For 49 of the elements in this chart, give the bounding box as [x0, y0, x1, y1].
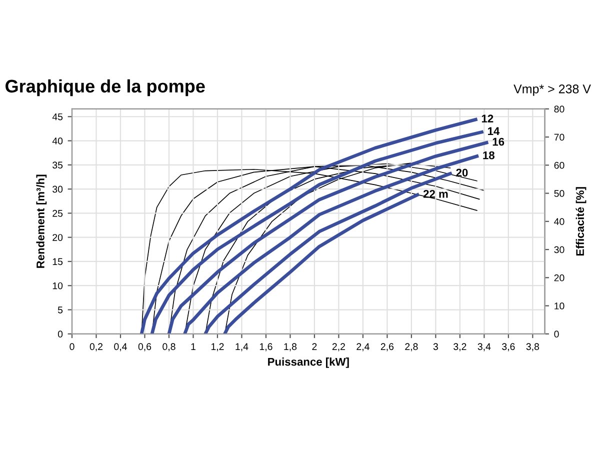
y2-tick-label: 60 — [554, 162, 564, 169]
y-tick-label: 25 — [52, 210, 63, 217]
x-tick-label: 2 — [312, 343, 317, 350]
y2-tick-label: 40 — [554, 218, 564, 226]
y-tick-label: 10 — [52, 282, 63, 290]
series-label: 18 — [483, 151, 494, 160]
y2-tick-label: 10 — [554, 302, 564, 310]
y2-tick-label: 30 — [554, 246, 564, 254]
text: Vmp* > 238 V — [514, 84, 591, 96]
x-tick-label: 3,2 — [454, 343, 466, 352]
x-tick-label: 2,6 — [380, 343, 394, 352]
x-axis-title: Puissance [kW] — [268, 358, 349, 368]
x-tick-label: 1,2 — [211, 343, 224, 352]
series-label: 20 — [456, 168, 468, 177]
series-label: 16 — [492, 138, 504, 146]
x-tick-label: 1 — [191, 343, 196, 350]
series-label: 14 — [488, 127, 500, 135]
x-tick-label: 0,8 — [162, 343, 176, 352]
y-axis-title: Rendement [m³/h] — [36, 174, 47, 268]
chart-title: Graphique de la pompe — [6, 79, 205, 96]
y-tick-label: 20 — [52, 234, 63, 241]
x-tick-label: 0,6 — [138, 343, 152, 352]
y2-axis-title: Efficacité [%] — [576, 187, 586, 256]
y-tick-label: 5 — [58, 306, 63, 314]
x-tick-label: 1,4 — [236, 343, 248, 352]
y2-tick-label: 80 — [554, 106, 564, 113]
x-tick-label: 1,6 — [260, 343, 272, 352]
y2-tick-label: 0 — [554, 330, 559, 338]
x-tick-label: 3,4 — [478, 343, 491, 352]
y2-tick-label: 50 — [554, 190, 564, 197]
y-tick-label: 35 — [52, 162, 63, 169]
y-tick-label: 40 — [52, 138, 63, 144]
x-tick-label: 0,2 — [90, 343, 103, 352]
y-tick-label: 15 — [52, 258, 63, 266]
series-label: 12 — [482, 114, 494, 122]
x-tick-label: 0,4 — [114, 343, 127, 352]
y-tick-label: 0 — [58, 330, 63, 338]
x-tick-label: 2,2 — [332, 343, 345, 352]
y-tick-label: 30 — [52, 186, 63, 193]
x-tick-label: 2,8 — [405, 343, 418, 352]
y2-tick-label: 70 — [554, 134, 564, 141]
x-tick-label: 3,6 — [502, 343, 515, 352]
x-tick-label: 2,4 — [356, 343, 370, 352]
y-tick-label: 45 — [52, 113, 63, 120]
x-tick-label: 3,8 — [526, 343, 540, 352]
x-tick-label: 1,8 — [284, 343, 297, 352]
y2-tick-label: 20 — [554, 274, 564, 282]
x-tick-label: 3 — [433, 343, 438, 350]
x-tick-label: 0 — [70, 343, 74, 350]
